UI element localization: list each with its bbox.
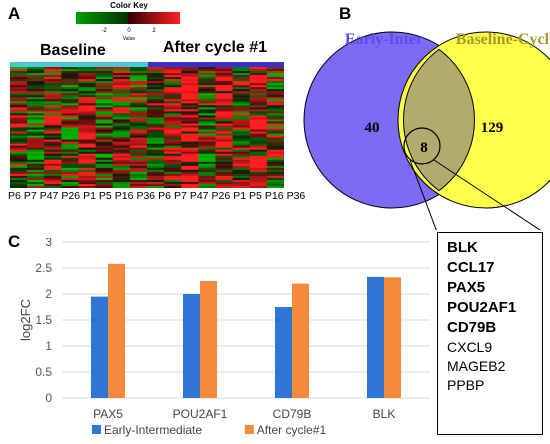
group-label-after-cycle: After cycle #1: [163, 39, 268, 56]
color-key-tick: 0: [127, 28, 131, 34]
sample-label: P36: [136, 190, 156, 202]
heatmap: [10, 67, 284, 188]
bar-after-cycle-1: [384, 277, 401, 398]
legend-label: Early-Intermediate: [104, 423, 202, 437]
overlap-gene-list: BLK CCL17 PAX5 POU2AF1 CD79B CXCL9 MAGEB2 PPBP: [437, 232, 543, 435]
gene-item: PPBP: [447, 377, 485, 393]
gene-item: CCL17: [447, 259, 495, 276]
bar-chart-log2fc: 0 0.5 1 1.5 2 2.5 3 log2FC PAX5 POU2AF1 CD79B BLK Ea…: [18, 238, 430, 437]
sample-label: P5: [249, 190, 262, 202]
sample-label: P7: [23, 190, 37, 202]
venn-diagram: Early-Inter Baseline-Cycle1 40 8 129: [303, 31, 550, 230]
sample-label: P26: [211, 190, 231, 202]
sample-label: P5: [98, 190, 112, 202]
x-tick-label: PAX5: [93, 407, 123, 421]
sample-label: P6: [8, 190, 21, 202]
color-key-tick: 2: [152, 28, 156, 34]
y-tick-label: 0.5: [35, 365, 52, 379]
venn-right-label: Baseline-Cycle1: [456, 31, 550, 48]
bar-early-intermediate: [275, 307, 292, 398]
gene-item: CXCL9: [447, 339, 493, 355]
venn-left-count: 40: [365, 120, 380, 136]
sample-label: P16: [114, 190, 134, 202]
venn-right-count: 129: [481, 120, 504, 136]
x-tick-label: POU2AF1: [173, 407, 228, 421]
y-tick-label: 2.5: [35, 261, 52, 275]
sample-label: P6: [158, 190, 171, 202]
y-tick-label: 1.5: [35, 313, 52, 327]
bar-early-intermediate: [367, 276, 384, 398]
sample-label: P47: [189, 190, 209, 202]
group-bar-after-cycle: [148, 62, 284, 67]
bar-early-intermediate: [91, 296, 108, 398]
gene-item: CD79B: [447, 319, 497, 336]
panel-b-label: B: [339, 4, 352, 23]
group-label-baseline: Baseline: [40, 42, 106, 59]
y-tick-label: 3: [45, 238, 52, 249]
venn-overlap-highlight: [403, 127, 441, 165]
bar-after-cycle-1: [292, 283, 309, 398]
callout-line: [409, 159, 437, 230]
callout-line: [433, 159, 541, 230]
sample-label: P26: [61, 190, 81, 202]
legend-label: After cycle#1: [257, 423, 327, 437]
venn-overlap-count: 8: [420, 140, 428, 156]
sample-labels: P6 P7 P47 P26 P1 P5 P16 P36 P6 P7 P47 P26 P1 P5 P16 P36: [8, 190, 305, 202]
legend-swatch: [92, 425, 101, 434]
venn-overlap: [403, 48, 475, 192]
color-key-tick: -2: [101, 28, 107, 34]
bar-early-intermediate: [183, 294, 200, 398]
y-axis-label: log2FC: [18, 299, 33, 341]
venn-left-label: Early-Inter: [345, 31, 423, 48]
group-bar-baseline: [10, 62, 148, 67]
x-tick-label: CD79B: [273, 407, 312, 421]
sample-label: P36: [286, 190, 306, 202]
gene-item: MAGEB2: [447, 358, 506, 374]
gene-item: BLK: [447, 239, 478, 256]
y-tick-label: 0: [45, 391, 52, 405]
color-key: Color Key -2 0 2 Value: [74, 1, 184, 50]
gene-item: PAX5: [447, 279, 486, 296]
panel-c-label: C: [8, 232, 21, 251]
gene-item: POU2AF1: [447, 299, 517, 316]
sample-label: P1: [83, 190, 96, 202]
color-key-gradient: [76, 12, 180, 24]
x-tick-label: BLK: [373, 407, 396, 421]
sample-label: P1: [233, 190, 247, 202]
y-tick-label: 1: [45, 339, 52, 353]
sample-label: P47: [39, 190, 59, 202]
panel-a-label: A: [8, 4, 21, 23]
sample-label: P7: [173, 190, 187, 202]
sample-label: P16: [264, 190, 284, 202]
color-key-title: Color Key: [110, 1, 148, 10]
legend-swatch: [244, 425, 254, 434]
bar-after-cycle-1: [108, 263, 125, 398]
y-tick-label: 2: [45, 287, 52, 301]
bar-after-cycle-1: [200, 281, 217, 398]
color-key-value-label: Value: [122, 36, 136, 42]
